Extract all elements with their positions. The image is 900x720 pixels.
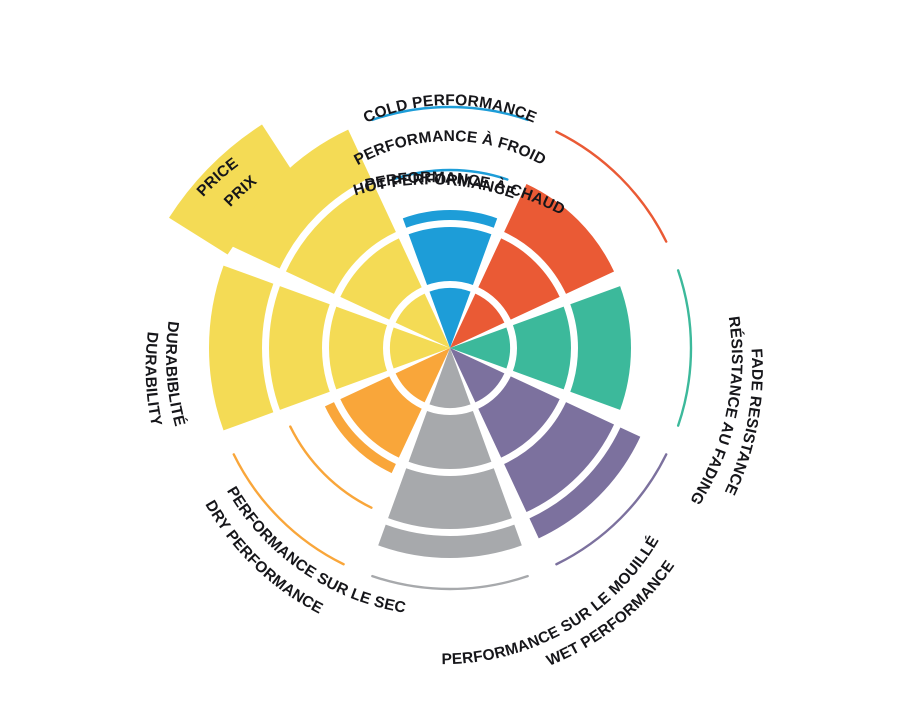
- sector-price-band-3: [285, 183, 396, 294]
- sector-fade-resistance-remainder-arc-1: [676, 269, 693, 427]
- sector-price-band-2: [329, 306, 388, 390]
- sector-price-band-2: [340, 238, 422, 320]
- sector-price-band-1: [395, 293, 450, 348]
- sector-cold-performance-remainder-arc-2: [371, 105, 529, 122]
- sector-fade-resistance-band-1: [450, 327, 510, 369]
- sector-fade-resistance-band-2: [512, 306, 571, 390]
- sector-wet-performance-band-4: [529, 427, 641, 539]
- sector-hot-performance-1[interactable]: [450, 130, 668, 348]
- sector-price-band-3: [269, 286, 330, 410]
- sector-hot-performance-band-3: [504, 183, 615, 294]
- sector-wet-performance-band-1: [450, 348, 505, 403]
- sector-cold-performance-remainder-arc-1: [391, 168, 509, 181]
- sector-durability-remainder-arc-1: [289, 425, 373, 509]
- sector-durability-5[interactable]: [232, 348, 450, 566]
- sector-dry-performance-band-2: [408, 410, 492, 469]
- sector-price-7[interactable]: [231, 129, 450, 348]
- sector-wet-performance-band-3: [504, 402, 615, 513]
- label-cold-performance-fr: PERFORMANCE À FROID: [351, 128, 548, 169]
- sector-durability-band-1: [395, 348, 450, 403]
- sector-hot-performance-band-2: [478, 238, 560, 320]
- label-durability-en: DURABILITY: [142, 331, 165, 428]
- sector-price-6[interactable]: [208, 265, 450, 431]
- sector-durability-band-2: [340, 376, 422, 458]
- wheel-sectors: [169, 105, 693, 591]
- sector-price-band-1: [390, 327, 450, 369]
- sector-price-band-4a: [169, 124, 300, 255]
- label-wet-performance-en: WET PERFORMANCE: [544, 558, 678, 670]
- sector-dry-performance-remainder-arc-1: [371, 574, 529, 591]
- sector-durability-band-3: [324, 402, 396, 474]
- sector-price-band-4: [231, 129, 371, 269]
- sector-hot-performance-remainder-arc-1: [555, 130, 668, 243]
- sector-price-band-4: [208, 265, 274, 431]
- sector-dry-performance-4[interactable]: [371, 348, 529, 591]
- sector-dry-performance-band-1: [429, 348, 471, 408]
- sector-cold-performance-band-2: [408, 227, 492, 286]
- sector-wet-performance-band-2: [478, 376, 560, 458]
- sector-cold-performance-band-3: [402, 209, 498, 228]
- sector-fade-resistance-2[interactable]: [450, 269, 693, 427]
- sector-wet-performance-3[interactable]: [450, 348, 668, 566]
- sector-dry-performance-band-4: [378, 524, 522, 559]
- sectors-layer: [208, 105, 693, 591]
- label-dry-performance-en: DRY PERFORMANCE: [202, 498, 326, 618]
- sector-fade-resistance-band-3: [570, 286, 631, 410]
- sector-cold-performance-band-1: [429, 288, 471, 348]
- label-cold-performance-en: COLD PERFORMANCE: [361, 92, 539, 127]
- sector-dry-performance-band-3: [388, 468, 512, 529]
- sector-wet-performance-remainder-arc-1: [555, 453, 668, 566]
- sector-hot-performance-band-1: [450, 293, 505, 348]
- sector-price[interactable]: [169, 124, 364, 324]
- label-durability-fr: DURABIBLITÉ: [162, 320, 188, 428]
- sector-durability-remainder-arc-2: [232, 453, 345, 566]
- sector-cold-performance-0[interactable]: [371, 105, 529, 348]
